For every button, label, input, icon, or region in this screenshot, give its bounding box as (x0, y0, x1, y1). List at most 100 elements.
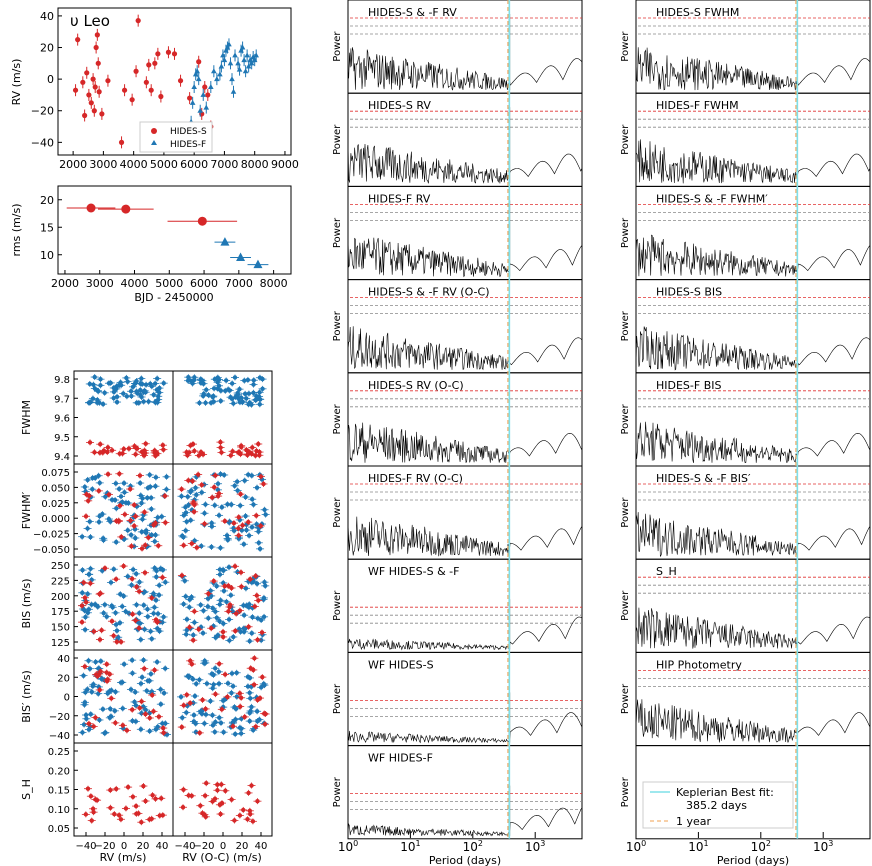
corr-point (241, 603, 246, 608)
corr-ytick-label: 150 (51, 623, 70, 634)
corr-point (256, 529, 261, 534)
corr-point (225, 681, 231, 686)
periodogram-line (635, 234, 871, 277)
corr-ytick-label: 40 (57, 654, 70, 665)
corr-point (229, 381, 235, 386)
corr-point (114, 518, 119, 524)
corr-point (194, 545, 200, 550)
corr-point (142, 627, 147, 632)
corr-point (102, 566, 108, 571)
rms-xtick-label: 7000 (225, 277, 253, 290)
corr-point (239, 528, 245, 533)
corr-point (247, 576, 253, 582)
corr-point (238, 451, 243, 457)
corr-xtick-label: −20 (94, 841, 115, 852)
corr-point (106, 381, 112, 386)
rv-point-HIDES-S (82, 112, 88, 119)
corr-point (241, 613, 247, 618)
corr-point (192, 538, 197, 543)
corr-point (252, 656, 257, 661)
corr-point (191, 509, 197, 514)
legend-fit-label: Keplerian Best fit: (676, 786, 774, 799)
corr-ytick-label: 0.10 (48, 805, 70, 816)
corr-point (124, 394, 130, 399)
corr-point (233, 611, 239, 616)
periodogram-title: HIDES-F RV (368, 192, 431, 205)
corr-point (217, 602, 223, 607)
corr-point (98, 669, 103, 674)
periodogram-title: HIDES-S FWHM (656, 6, 739, 19)
corr-point (249, 524, 255, 530)
corr-point (251, 682, 257, 687)
corr-point (81, 580, 86, 585)
corr-point (186, 374, 191, 380)
corr-point (186, 793, 191, 798)
corr-ylabel: BIS′ (m/s) (20, 670, 33, 723)
corr-point (197, 400, 202, 406)
corr-point (113, 720, 118, 726)
corr-point (139, 394, 144, 400)
corr-point (198, 378, 204, 383)
corr-point (120, 723, 126, 728)
rms-panel-frame (57, 185, 292, 275)
corr-point (147, 715, 152, 721)
corr-point (148, 495, 154, 501)
corr-point (258, 617, 264, 623)
corr-point (222, 518, 228, 524)
corr-point (85, 591, 90, 597)
corr-point (88, 566, 93, 571)
corr-point (216, 491, 222, 496)
corr-point (179, 486, 184, 492)
corr-point (102, 730, 107, 736)
corr-point (191, 719, 197, 724)
rms-point-HIDES-S (121, 204, 131, 214)
corr-point (223, 788, 228, 793)
corr-point (190, 478, 195, 484)
rv-ytick-label: 40 (40, 10, 54, 23)
corr-point (203, 400, 208, 406)
rv-ytick-label: −20 (31, 105, 54, 118)
corr-point (183, 632, 189, 637)
corr-point (231, 401, 236, 406)
corr-point (263, 711, 268, 717)
corr-point (132, 502, 137, 508)
corr-point (134, 571, 139, 577)
periodogram-title: WF HIDES-S (368, 658, 434, 671)
corr-point (138, 637, 143, 642)
corr-point (121, 480, 127, 486)
corr-point (260, 376, 265, 382)
corr-point (141, 602, 146, 608)
rv-point-HIDES-S (75, 37, 81, 43)
corr-point (255, 637, 260, 642)
corr-point (111, 567, 116, 572)
corr-point (204, 387, 209, 392)
corr-point (229, 690, 234, 696)
periodogram-line (347, 616, 583, 651)
corr-point (185, 673, 191, 679)
corr-point (81, 673, 86, 678)
corr-point (205, 596, 211, 601)
corr-point (236, 533, 241, 538)
rv-ylabel: RV (m/s) (10, 59, 23, 106)
corr-point (152, 605, 157, 610)
corr-point (217, 572, 223, 577)
corr-point (191, 712, 197, 718)
corr-point (118, 639, 124, 645)
periodogram-title: HIDES-S BIS (656, 286, 722, 299)
corr-point (199, 490, 204, 495)
corr-point (246, 519, 251, 525)
corr-point (142, 509, 147, 515)
corr-point (137, 705, 142, 711)
corr-ytick-label: 0 (64, 693, 70, 704)
corr-point (203, 814, 208, 820)
rv-point-HIDES-S (94, 32, 100, 38)
corr-point (187, 625, 192, 630)
corr-point (233, 717, 238, 722)
corr-point (232, 564, 238, 569)
corr-point (79, 619, 85, 625)
corr-point (254, 709, 260, 714)
corr-point (230, 720, 236, 726)
corr-point (191, 637, 196, 643)
corr-point (133, 803, 139, 809)
corr-point (188, 658, 193, 664)
